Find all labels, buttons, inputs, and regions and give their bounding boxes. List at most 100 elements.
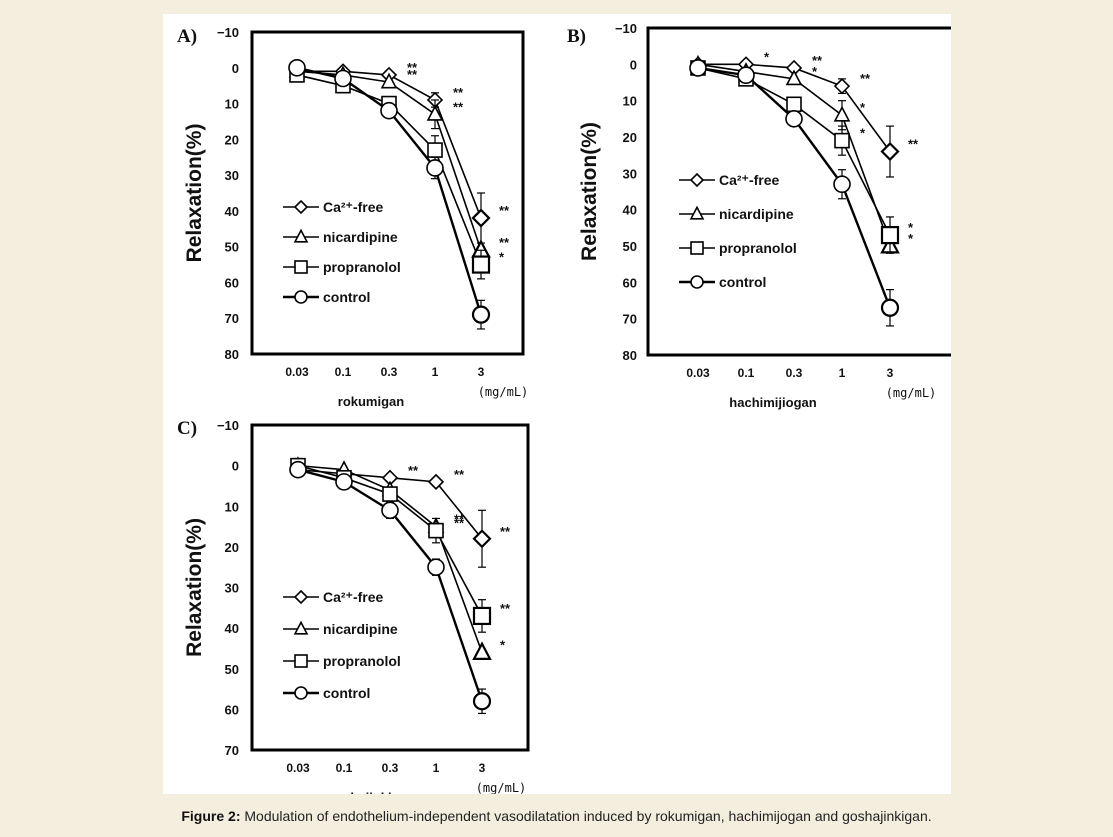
panel-a-y-tick-label: −10 [217,25,239,40]
panel-c-point-diamond [472,529,492,549]
panel-a-x-tick-label: 3 [478,365,485,379]
figure-caption: Figure 2: Modulation of endothelium-inde… [0,808,1113,824]
panel-a-legend-label: Ca²⁺-free [323,199,384,215]
panel-c-x-tick-label: 0.03 [286,761,310,775]
panel-a-legend-marker-circle [294,290,308,304]
panel-b-plot-frame [646,26,951,357]
panel-c-y-tick-label: 20 [225,540,239,555]
panel-a-significance-mark: ** [499,203,510,218]
panel-b-unit-label: (mg/mL) [886,386,937,400]
panel-a-y-tick-label: 0 [232,61,239,76]
panel-a-x-tick-label: 0.03 [285,365,309,379]
panel-b-significance-mark: ** [860,71,871,86]
panel-a-y-tick-label: 10 [225,97,239,112]
panel-b-y-tick-label: 80 [623,348,637,363]
panel-a-point-triangle [380,72,398,89]
panel-b-significance-mark: * [812,64,818,79]
panel-b-significance-mark: ** [908,137,919,152]
panel-c-point-circle [427,558,445,576]
panel-b-y-tick-label: 40 [623,203,637,218]
panel-a-plot-frame [250,30,525,356]
panel-c-legend-marker-circle [294,686,308,700]
panel-b-legend-label: Ca²⁺-free [719,172,780,188]
panel-c-legend-marker-triangle [293,620,309,635]
panel-c-unit-label: (mg/mL) [476,781,527,794]
panel-b-y-tick-label: 10 [623,94,637,109]
panel-a-legend-label: propranolol [323,259,401,275]
panel-a-y-axis-label: Relaxation(%) [183,124,206,263]
panel-a-point-triangle [426,104,444,121]
figure-panel: A) −10 0 10 20 30 40 50 60 70 80 Relaxation(%) 0.03 0… [163,14,951,794]
panel-c-point-diamond [427,473,445,491]
panel-c-legend-marker-diamond [293,589,309,605]
panel-a-point-circle [380,101,398,120]
panel-a-unit-label: (mg/mL) [478,385,529,399]
panel-c-significance-mark: ** [454,467,465,482]
panel-a-x-tick-label: 0.3 [381,365,398,379]
panel-c-significance-mark: ** [454,516,465,531]
panel-b-y-axis-label: Relaxation(%) [578,122,601,261]
panel-c-significance-mark: ** [408,463,419,478]
panel-b-legend-label: nicardipine [719,206,794,222]
panel-c-significance-mark: ** [500,601,511,616]
panel-b-legend-marker-diamond [689,172,705,188]
panel-a-y-tick-label: 30 [225,168,239,183]
panel-a-point-circle [426,159,444,177]
panel-c-significance-mark: ** [500,524,511,539]
panel-c-y-axis-label: Relaxation(%) [183,518,206,657]
panel-b-point-circle [833,175,851,194]
panel-c-point-circle [335,473,353,491]
panel-c-point-square [382,486,398,502]
panel-a-y-tick-label: 50 [225,240,239,255]
panel-a-point-circle [288,58,306,77]
panel-b-point-diamond [880,141,900,162]
panel-b-x-tick-label: 0.3 [786,366,803,380]
panel-c-y-tick-label: 50 [225,662,239,677]
panel-c-x-tick-label: 1 [433,761,440,775]
panel-a-legend-marker-triangle [293,228,309,243]
panel-a-significance-mark: ** [453,85,464,100]
panel-b-point-square [786,96,802,113]
panel-b-significance-mark: ** [812,53,823,68]
panel-a-point-diamond [471,208,491,228]
panel-c-y-tick-label: 40 [225,621,239,636]
panel-b-y-tick-label: 70 [623,312,637,327]
panel-b-y-tick-label: 60 [623,275,637,290]
panel-c-point-circle [381,501,399,520]
panel-c-y-tick-label: 70 [225,743,239,758]
panel-b-significance-mark: * [908,231,914,246]
panel-a-legend-marker-diamond [293,199,309,215]
panel-c-y-tick-label: 60 [225,702,239,717]
panel-b-significance-mark: * [764,49,770,64]
panel-c-point-triangle [472,641,492,661]
panel-a-y-tick-label: 60 [225,275,239,290]
panel-c-legend-label: propranolol [323,653,401,669]
panel-c-x-tick-label: 3 [479,761,486,775]
panel-b-y-tick-label: −10 [615,21,637,36]
panel-c-legend-label: control [323,685,370,701]
panel-c-point-circle [289,460,307,479]
panel-b-legend-marker-triangle [689,205,705,220]
panel-c-legend-label: nicardipine [323,621,398,637]
panel-b-legend-marker-square [690,241,704,255]
panel-a-point-square [427,142,443,158]
panel-c-x-tick-label: 0.1 [336,761,353,775]
panel-a-legend-marker-square [294,260,308,274]
panel-a-y-tick-label: 70 [225,311,239,326]
panel-c-point-circle [472,692,492,711]
panel-b-point-diamond [833,78,851,95]
panel-b-x-tick-label: 3 [887,366,894,380]
panel-a-legend-label: control [323,289,370,305]
panel-b-legend-marker-circle [690,275,704,289]
panel-b-x-tick-label: 0.1 [738,366,755,380]
panel-c-y-tick-label: 10 [225,499,239,514]
caption-text: Modulation of endothelium-independent va… [244,808,932,824]
panel-a-y-tick-label: 80 [225,347,239,362]
panel-a-letter: A) [177,26,197,47]
panel-c-y-tick-label: −10 [217,418,239,433]
panel-b-legend-label: propranolol [719,240,797,256]
panel-b-x-tick-label: 1 [839,366,846,380]
panel-a-significance-mark: ** [407,60,418,75]
panel-b-y-tick-label: 30 [623,166,637,181]
panel-c-significance-mark: * [500,638,506,653]
